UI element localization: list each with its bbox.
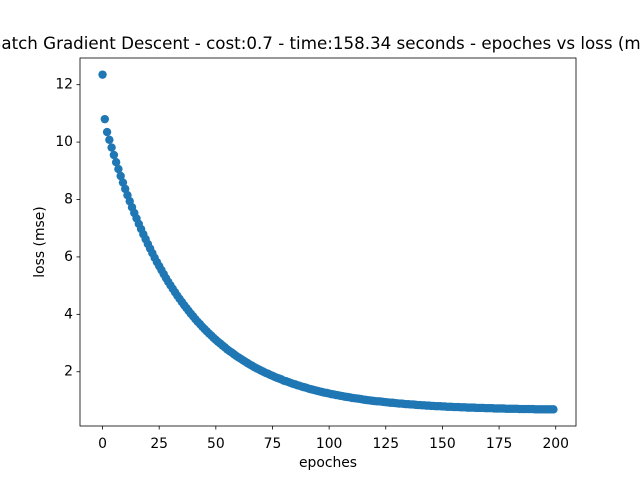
- y-tick-label: 6: [64, 249, 73, 265]
- point: [102, 127, 112, 137]
- y-axis-label: loss (mse): [32, 206, 48, 277]
- point: [109, 150, 119, 160]
- x-tick-label: 0: [98, 436, 107, 452]
- axes-frame: [79, 57, 577, 427]
- x-tick-label: 150: [429, 436, 456, 452]
- y-tick-label: 4: [64, 306, 73, 322]
- point: [114, 164, 123, 174]
- point: [100, 114, 110, 124]
- plot-area: [98, 70, 558, 414]
- x-tick-label: 200: [542, 436, 569, 452]
- x-tick-label: 100: [316, 436, 343, 452]
- x-tick-label: 75: [264, 436, 282, 452]
- y-tick-label: 10: [55, 134, 73, 150]
- point: [121, 184, 130, 194]
- y-tick-label: 8: [64, 192, 73, 208]
- point: [105, 135, 114, 145]
- x-tick-label: 25: [150, 436, 168, 452]
- point: [116, 171, 125, 181]
- y-tick-label: 2: [64, 364, 73, 380]
- point: [98, 70, 107, 79]
- x-tick-label: 125: [373, 436, 400, 452]
- x-axis-label: epoches: [299, 455, 357, 471]
- point: [118, 178, 128, 187]
- chart-title: Batch Gradient Descent - cost:0.7 - time…: [0, 33, 640, 53]
- y-tick-label: 12: [55, 77, 73, 93]
- x-tick-label: 175: [486, 436, 513, 452]
- point: [549, 405, 558, 414]
- point: [111, 157, 121, 167]
- x-tick-label: 50: [207, 436, 225, 452]
- point: [107, 143, 116, 152]
